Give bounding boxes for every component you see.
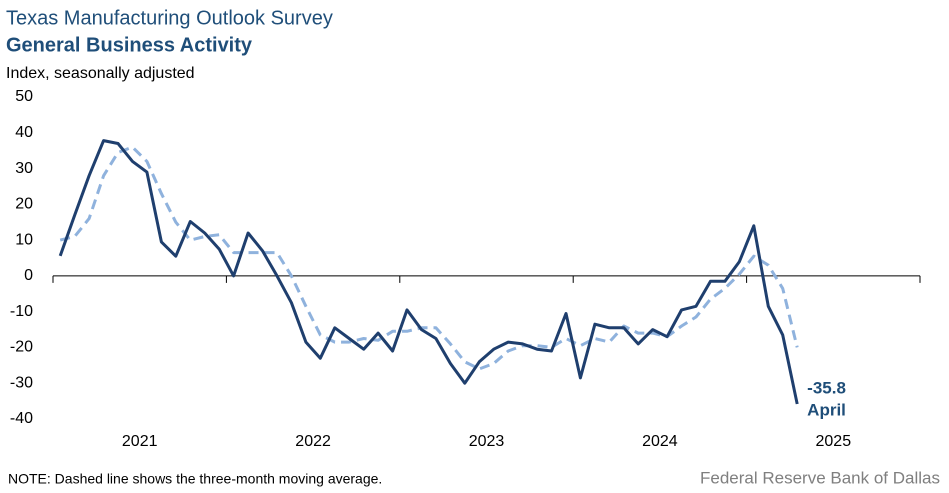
y-tick-label: -20	[10, 339, 33, 356]
chart-title: Texas Manufacturing Outlook Survey	[6, 7, 333, 29]
line-series	[59, 145, 799, 371]
y-tick-label: 0	[24, 267, 33, 284]
y-tick-label: 10	[15, 231, 33, 248]
x-tick-label: 2021	[122, 433, 158, 450]
chart-subtitle: General Business Activity	[6, 34, 253, 56]
y-tick-label: 40	[15, 124, 33, 141]
y-tick-label: 50	[15, 88, 33, 105]
y-tick-label: 30	[15, 160, 33, 177]
x-tick-label: 2025	[816, 433, 852, 450]
y-tick-label: -10	[10, 303, 33, 320]
note: NOTE: Dashed line shows the three-month …	[8, 471, 382, 487]
x-tick-label: 2023	[469, 433, 505, 450]
x-tick-label: 2022	[295, 433, 331, 450]
source: Federal Reserve Bank of Dallas	[700, 468, 940, 487]
y-tick-label: -30	[10, 374, 33, 391]
x-tick-label: 2024	[642, 433, 678, 450]
data-label: -35.8	[807, 378, 846, 397]
line-series	[58, 139, 799, 405]
y-axis-label: Index, seasonally adjusted	[6, 65, 195, 82]
y-tick-label: 20	[15, 196, 33, 213]
y-tick-label: -40	[10, 410, 33, 427]
annotation: April	[807, 400, 846, 419]
